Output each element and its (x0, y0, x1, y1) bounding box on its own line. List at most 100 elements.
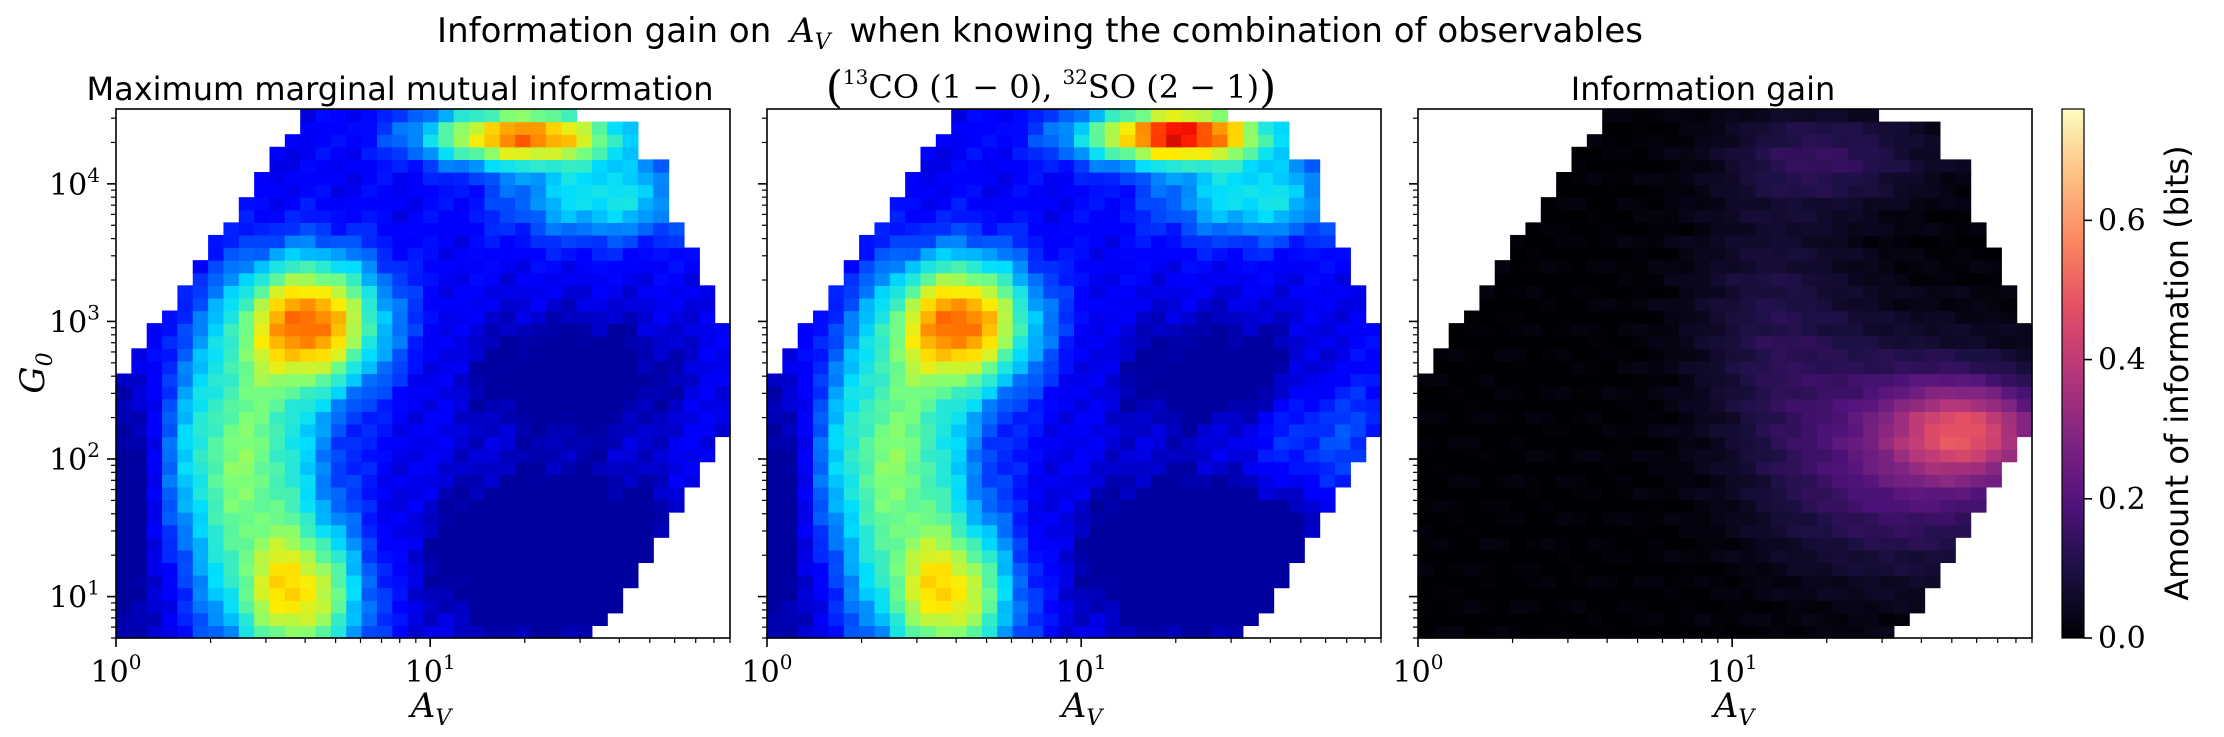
colorbar-tick-label: 0.4 (2098, 343, 2146, 378)
heatmap-cell (1334, 373, 1351, 387)
heatmap-cell (1043, 197, 1060, 211)
heatmap-cell (1678, 600, 1695, 614)
heatmap-cell (116, 373, 132, 387)
heatmap-cell (192, 461, 209, 475)
heatmap-cell (1955, 323, 1972, 337)
heatmap-cell (1556, 222, 1573, 236)
heatmap-cell (1540, 335, 1557, 349)
heatmap-cell (545, 285, 562, 299)
heatmap-cell (1863, 159, 1880, 173)
heatmap-cell (1104, 398, 1121, 412)
heatmap-cell (1089, 323, 1106, 337)
heatmap-cell (208, 562, 225, 576)
heatmap-cell (469, 436, 485, 450)
heatmap-cell (1648, 486, 1665, 501)
heatmap-cell (1678, 461, 1695, 475)
heatmap-cell (1755, 184, 1772, 198)
heatmap-cell (269, 499, 286, 513)
heatmap-cell (361, 234, 378, 249)
heatmap-cell (1120, 562, 1136, 576)
heatmap-cell (423, 159, 439, 173)
heatmap-cell (1043, 461, 1060, 475)
heatmap-cell (484, 386, 501, 400)
heatmap-cell (300, 499, 317, 513)
heatmap-cell (1801, 549, 1818, 564)
heatmap-cell (1242, 121, 1259, 135)
heatmap-cell (1479, 600, 1496, 614)
heatmap-cell (484, 310, 501, 324)
heatmap-cell (1479, 486, 1496, 501)
heatmap-cell (315, 247, 332, 261)
heatmap-cell (1725, 247, 1741, 261)
heatmap-cell (591, 222, 608, 236)
heatmap-cell (1602, 524, 1619, 538)
heatmap-cell (346, 260, 363, 274)
heatmap-cell (177, 449, 194, 463)
heatmap-cell (1663, 209, 1680, 223)
heatmap-cell (238, 486, 255, 501)
heatmap-cell (1755, 436, 1772, 450)
heatmap-cell (1602, 587, 1619, 601)
heatmap-cell (828, 512, 845, 526)
heatmap-cell (315, 436, 332, 450)
heatmap-cell (1924, 386, 1941, 400)
heatmap-cell (1464, 537, 1480, 551)
heatmap-cell (622, 360, 639, 375)
heatmap-cell (1448, 575, 1465, 589)
heatmap-cell (499, 247, 516, 261)
heatmap-cell (576, 587, 593, 601)
heatmap-cell (951, 247, 968, 261)
heatmap-cell (607, 411, 624, 425)
heatmap-cell (576, 436, 593, 450)
heatmap-cell (1924, 234, 1941, 249)
heatmap-cell (1150, 184, 1167, 198)
heatmap-cell (1479, 323, 1496, 337)
heatmap-cell (607, 184, 624, 198)
heatmap-cell (1648, 247, 1665, 261)
heatmap-cell (889, 398, 906, 412)
heatmap-cell (1755, 625, 1772, 639)
heatmap-cell (284, 209, 301, 223)
heatmap-cell (637, 386, 654, 400)
heatmap-cell (874, 260, 891, 274)
heatmap-cell (1617, 310, 1634, 324)
heatmap-cell (1150, 575, 1167, 589)
heatmap-cell (1418, 499, 1434, 513)
heatmap-cell (1832, 335, 1849, 349)
heatmap-cell (1878, 411, 1895, 425)
heatmap-cell (1571, 260, 1588, 274)
heatmap-cell (591, 197, 608, 211)
heatmap-cell (1089, 272, 1106, 286)
heatmap-cell (1288, 411, 1305, 425)
heatmap-cell (361, 549, 378, 564)
heatmap-cell (499, 461, 516, 475)
heatmap-cell (545, 562, 562, 576)
heatmap-cell (1817, 109, 1834, 123)
heatmap-cell (1909, 587, 1926, 601)
heatmap-cell (1924, 159, 1941, 173)
heatmap-cell (637, 436, 654, 450)
heatmap-cell (1418, 386, 1434, 400)
heatmap-cell (499, 373, 516, 387)
heatmap-cell (223, 423, 240, 438)
heatmap-cell (438, 625, 455, 639)
heatmap-cell (1817, 348, 1834, 362)
heatmap-cell (1104, 121, 1121, 135)
heatmap-cell (1012, 373, 1029, 387)
heatmap-cell (131, 386, 148, 400)
heatmap-cell (1556, 348, 1573, 362)
heatmap-cell (1027, 436, 1044, 450)
heatmap-cell (905, 323, 922, 337)
heatmap-cell (192, 297, 209, 312)
heatmap-cell (1771, 549, 1787, 564)
heatmap-cell (223, 461, 240, 475)
heatmap-cell (238, 474, 255, 488)
heatmap-cell (668, 398, 685, 412)
heatmap-cell (1058, 474, 1075, 488)
heatmap-cell (561, 348, 578, 362)
heatmap-cell (843, 411, 860, 425)
heatmap-cell (1694, 134, 1711, 148)
heatmap-cell (254, 297, 271, 312)
heatmap-cell (1319, 386, 1336, 400)
heatmap-cell (1909, 234, 1926, 249)
